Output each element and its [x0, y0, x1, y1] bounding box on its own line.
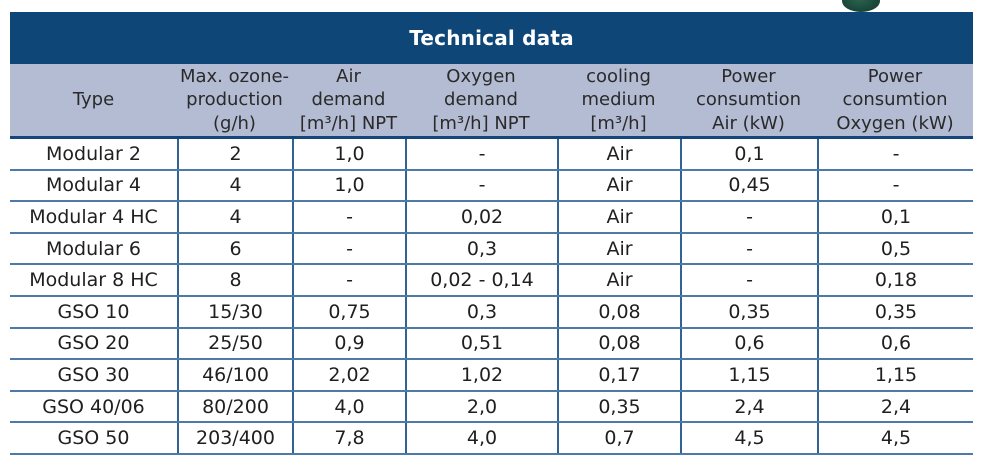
type-cell: GSO 30 — [57, 363, 130, 386]
table-title: Technical data — [409, 26, 574, 50]
value-cell: 25/50 — [177, 328, 292, 359]
col-header-ozone-production: Max. ozone- production (g/h) — [179, 66, 290, 134]
value-cell: 7,8 — [292, 423, 405, 453]
value-cell: - — [817, 170, 973, 201]
table-row: GSO 30 46/100 2,02 1,02 0,17 1,15 1,15 — [10, 360, 973, 392]
value-cell: 2,4 — [680, 391, 817, 422]
table-row: GSO 10 15/30 0,75 0,3 0,08 0,35 0,35 — [10, 296, 973, 329]
value-cell: 0,3 — [405, 296, 557, 327]
value-cell: 80/200 — [177, 391, 292, 422]
value-cell: 0,02 — [405, 202, 557, 232]
value-cell: 0,6 — [817, 328, 973, 359]
col-header-power-consumtion-air: Power consumtion Air (kW) — [695, 66, 802, 134]
value-cell: 0,35 — [680, 296, 817, 327]
type-cell: GSO 50 — [57, 427, 130, 450]
table-row: GSO 40/06 80/200 4,0 2,0 0,35 2,4 2,4 — [10, 391, 973, 424]
value-cell: 8 — [177, 265, 292, 295]
table-row: Modular 6 6-0,3 Air -0,5 — [10, 233, 973, 266]
value-cell: - — [680, 202, 817, 232]
table-row: Modular 4 HC 4-0,02 Air -0,1 — [10, 202, 973, 234]
table-body: Modular 2 2 1,0- Air 0,1- Modular 4 4 1,0- Air 0,… — [10, 139, 973, 455]
value-cell: 0,02 - 0,14 — [405, 265, 557, 295]
value-cell: 1,0 — [292, 170, 405, 201]
value-cell: 4,0 — [292, 391, 405, 422]
value-cell: - — [680, 265, 817, 295]
value-cell: Air — [557, 139, 680, 169]
table-title-band: Technical data — [10, 12, 973, 64]
value-cell: 46/100 — [177, 360, 292, 390]
table-row: GSO 20 25/50 0,9 0,51 0,08 0,6 0,6 — [10, 328, 973, 361]
value-cell: 0,1 — [680, 139, 817, 169]
value-cell: 0,35 — [557, 391, 680, 422]
value-cell: 0,75 — [292, 296, 405, 327]
value-cell: 2,0 — [405, 391, 557, 422]
value-cell: 0,3 — [405, 233, 557, 264]
type-cell: Modular 2 — [46, 142, 141, 165]
value-cell: 0,9 — [292, 328, 405, 359]
value-cell: 0,51 — [405, 328, 557, 359]
value-cell: Air — [557, 202, 680, 232]
value-cell: 0,6 — [680, 328, 817, 359]
value-cell: 1,15 — [817, 360, 973, 390]
value-cell: Air — [557, 233, 680, 264]
value-cell: 0,17 — [557, 360, 680, 390]
type-cell: GSO 40/06 — [42, 395, 145, 418]
value-cell: Air — [557, 170, 680, 201]
value-cell: - — [292, 233, 405, 264]
value-cell: - — [817, 139, 973, 169]
value-cell: 0,35 — [817, 296, 973, 327]
type-cell: Modular 8 HC — [29, 269, 158, 292]
type-cell: Modular 4 — [46, 174, 141, 197]
value-cell: 2,4 — [817, 391, 973, 422]
col-header-cooling-medium: cooling medium [m³/h] — [581, 66, 656, 134]
value-cell: - — [680, 233, 817, 264]
value-cell: 15/30 — [177, 296, 292, 327]
col-header-power-consumtion-oxygen: Power consumtion Oxygen (kW) — [836, 66, 954, 134]
value-cell: - — [405, 139, 557, 169]
clipped-corner-graphic — [842, 0, 880, 12]
value-cell: Air — [557, 265, 680, 295]
type-cell: GSO 20 — [57, 332, 130, 355]
value-cell: - — [405, 170, 557, 201]
table-row: Modular 8 HC 8-0,02 - 0,14 Air -0,18 — [10, 265, 973, 297]
col-header-oxygen-demand: Oxygen demand [m³/h] NPT — [432, 66, 530, 134]
technical-data-table: Technical data Type Max. ozone- producti… — [10, 12, 973, 455]
col-header-type: Type — [72, 89, 115, 111]
table-row: Modular 2 2 1,0- Air 0,1- — [10, 139, 973, 171]
value-cell: 203/400 — [177, 423, 292, 453]
value-cell: 4,0 — [405, 423, 557, 453]
value-cell: 0,1 — [817, 202, 973, 232]
value-cell: 1,0 — [292, 139, 405, 169]
value-cell: 4 — [177, 170, 292, 201]
value-cell: - — [292, 202, 405, 232]
table-row: GSO 50 203/400 7,8 4,0 0,7 4,5 4,5 — [10, 423, 973, 455]
value-cell: 4 — [177, 202, 292, 232]
table-row: Modular 4 4 1,0- Air 0,45- — [10, 170, 973, 203]
value-cell: 0,5 — [817, 233, 973, 264]
value-cell: 1,02 — [405, 360, 557, 390]
table-header-row: Type Max. ozone- production (g/h) Air de… — [10, 64, 973, 139]
value-cell: 0,45 — [680, 170, 817, 201]
value-cell: 6 — [177, 233, 292, 264]
value-cell: 4,5 — [817, 423, 973, 453]
value-cell: 0,18 — [817, 265, 973, 295]
value-cell: 2 — [177, 139, 292, 169]
type-cell: Modular 6 — [46, 237, 141, 260]
value-cell: 0,7 — [557, 423, 680, 453]
value-cell: 4,5 — [680, 423, 817, 453]
value-cell: 0,08 — [557, 296, 680, 327]
col-header-air-demand: Air demand [m³/h] NPT — [299, 66, 398, 134]
type-cell: Modular 4 HC — [29, 205, 158, 228]
type-cell: GSO 10 — [57, 300, 130, 323]
value-cell: - — [292, 265, 405, 295]
value-cell: 2,02 — [292, 360, 405, 390]
value-cell: 1,15 — [680, 360, 817, 390]
value-cell: 0,08 — [557, 328, 680, 359]
